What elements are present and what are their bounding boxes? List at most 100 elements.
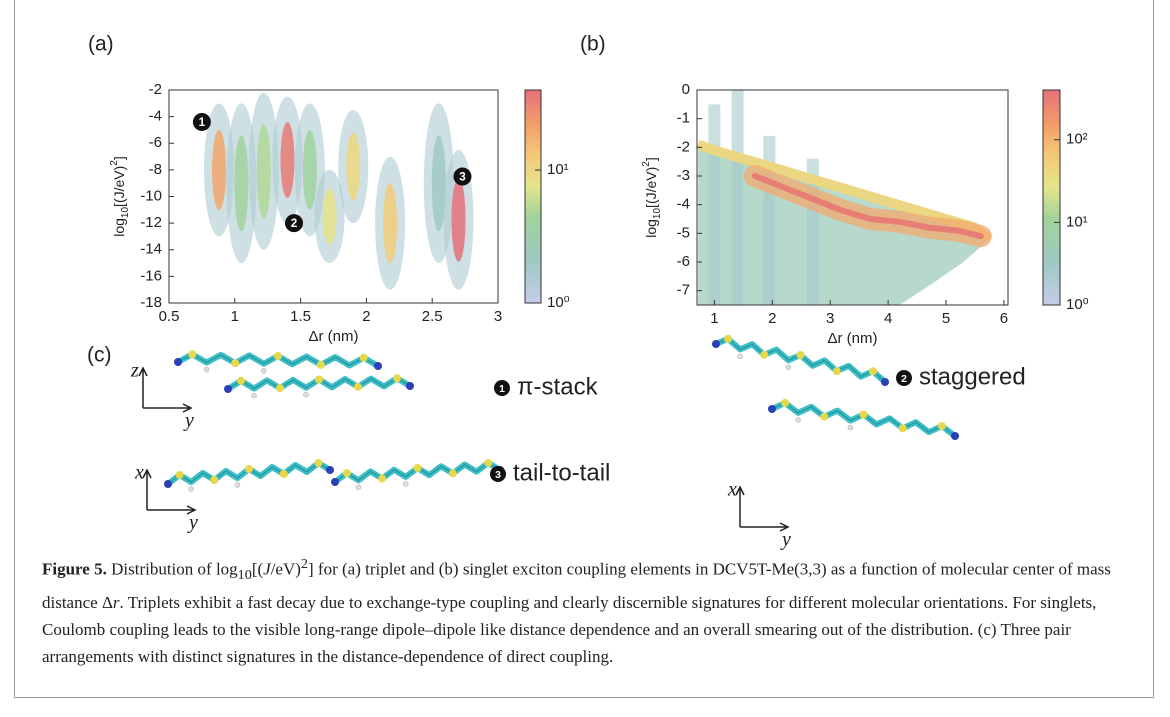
arrangement-name: π-stack	[517, 373, 599, 400]
atom-s	[393, 374, 401, 383]
atom-s	[796, 351, 805, 359]
atom-h	[203, 366, 210, 373]
atom-s	[760, 350, 769, 359]
x-tick-label: 1	[231, 308, 239, 325]
axis-letter: z	[130, 360, 139, 382]
atom-h	[251, 392, 257, 399]
atom-n	[224, 385, 232, 393]
atom-s	[354, 382, 362, 391]
atom-s	[279, 470, 288, 478]
y-axis-label-part: ]	[111, 156, 127, 160]
atom-n	[768, 405, 776, 413]
caption-label: Figure 5.	[42, 559, 107, 579]
atom-h	[795, 417, 801, 423]
y-axis-label-part: 10	[120, 207, 131, 219]
density-peak	[280, 121, 295, 198]
y-tick-label: -2	[677, 138, 690, 155]
number-badge	[285, 214, 304, 233]
panel-label: (c)	[87, 344, 112, 367]
number-badge-label: 1	[199, 116, 206, 129]
colorbar	[524, 89, 542, 304]
y-tick-label: -10	[140, 187, 162, 204]
number-badge	[896, 370, 912, 386]
colorbar-tick-label: 10²	[1066, 131, 1088, 148]
atom-s	[210, 476, 219, 484]
atom-s	[245, 465, 253, 473]
atom-s	[237, 376, 245, 385]
y-tick-label: -4	[149, 108, 162, 125]
y-axis-label-part: 2	[641, 161, 652, 167]
number-badge-label: 1	[499, 384, 505, 395]
atom-h	[303, 391, 309, 398]
atom-h	[260, 367, 267, 374]
atom-s	[448, 469, 457, 478]
atom-n	[374, 362, 382, 370]
atom-s	[188, 350, 197, 359]
axis-letter: x	[727, 479, 737, 501]
caption-text: Distribution of log	[106, 559, 238, 579]
x-tick-label: 5	[942, 310, 950, 327]
axis-arrow	[735, 485, 790, 532]
x-tick-label: 3	[494, 308, 502, 325]
atom-s	[413, 464, 422, 472]
arrangement-name: staggered	[919, 363, 1026, 390]
caption: Figure 5. Distribution of log10[(J/eV)2]…	[42, 551, 1137, 670]
y-tick-label: -4	[677, 196, 690, 213]
atom-n	[712, 340, 720, 348]
caption-text: ] for (a) triplet and (b) singlet excito…	[42, 559, 1111, 613]
atom-s	[231, 359, 240, 368]
colorbar	[1042, 89, 1061, 306]
colorbar-tick-label: 10⁰	[547, 294, 570, 311]
y-tick-label: -7	[677, 282, 690, 299]
atom-n	[406, 382, 414, 390]
number-badge	[490, 466, 506, 482]
axis-letter: y	[187, 512, 198, 534]
figure: 0.5 1 1.5 2 2.5 3-18-16-14-12-10-8-6-4-2Δr (n…	[87, 33, 1089, 550]
density-peak	[431, 135, 446, 232]
y-tick-label: 0	[682, 81, 690, 98]
atom-h	[402, 481, 409, 487]
axis-letter: y	[780, 529, 791, 550]
y-tick-label: -5	[677, 224, 690, 241]
plot-area	[697, 90, 1008, 305]
atom-n	[331, 478, 339, 486]
x-tick-label: 2.5	[422, 308, 443, 325]
density-peak	[451, 177, 466, 262]
x-tick-label: 2	[362, 308, 370, 325]
x-axis-label: Δr (nm)	[827, 330, 877, 347]
atom-s	[859, 410, 868, 419]
atom-s	[316, 360, 325, 369]
x-tick-label: 1	[710, 310, 718, 327]
atom-n	[164, 480, 172, 488]
y-tick-label: -1	[677, 110, 690, 127]
atom-s	[724, 334, 733, 343]
plot-frame	[696, 89, 1009, 306]
atom-s	[820, 412, 829, 421]
y-axis-label-part: [(J/eV)	[643, 167, 659, 208]
molecule	[224, 374, 414, 399]
y-tick-label: -12	[140, 214, 162, 231]
number-badge	[453, 167, 472, 186]
atom-h	[737, 353, 743, 360]
y-tick-label: -14	[140, 241, 162, 258]
plot-area	[204, 92, 474, 290]
x-tick-label: 3	[826, 310, 834, 327]
y-axis-label-part: 10	[652, 208, 663, 220]
atom-s	[274, 352, 282, 360]
density-peak	[234, 135, 249, 232]
caption-math: J	[263, 559, 271, 579]
atom-n	[881, 378, 889, 386]
molecule	[712, 334, 889, 386]
number-badge-label: 2	[291, 217, 298, 230]
colorbar-tick-label: 10⁰	[1066, 296, 1089, 313]
x-tick-label: 6	[1000, 310, 1008, 327]
y-axis-label-part: 2	[109, 160, 120, 166]
y-axis-label: log10[(J/eV)2]	[641, 157, 663, 238]
axis-arrow	[138, 366, 193, 413]
density-lower-edge	[899, 239, 1008, 305]
atom-s	[315, 375, 323, 384]
y-axis-label-part: ]	[643, 157, 659, 161]
caption-text: . Triplets exhibit a fast decay due to e…	[42, 593, 1097, 667]
atom-h	[234, 482, 241, 488]
